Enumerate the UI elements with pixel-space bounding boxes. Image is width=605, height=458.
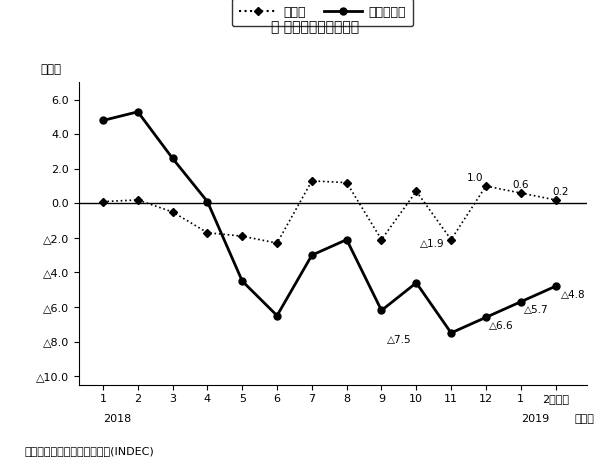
Text: 0.2: 0.2: [552, 187, 569, 197]
Text: 1.0: 1.0: [467, 174, 484, 184]
Text: △1.9: △1.9: [420, 239, 445, 249]
Text: △4.8: △4.8: [561, 290, 586, 300]
Legend: 前月比, 前年同月比: 前月比, 前年同月比: [232, 0, 413, 26]
Text: （出所）国家統計センサス局(INDEC): （出所）国家統計センサス局(INDEC): [24, 446, 154, 456]
Text: 図 産業活動指数の推移: 図 産業活動指数の推移: [270, 21, 359, 35]
Text: 0.6: 0.6: [512, 180, 529, 191]
Text: 2019: 2019: [521, 414, 549, 424]
Text: （％）: （％）: [41, 63, 61, 76]
Text: △5.7: △5.7: [524, 305, 549, 315]
Text: 2018: 2018: [103, 414, 131, 424]
Text: △6.6: △6.6: [489, 321, 514, 331]
Text: △7.5: △7.5: [387, 336, 411, 345]
Text: （年）: （年）: [575, 414, 595, 424]
